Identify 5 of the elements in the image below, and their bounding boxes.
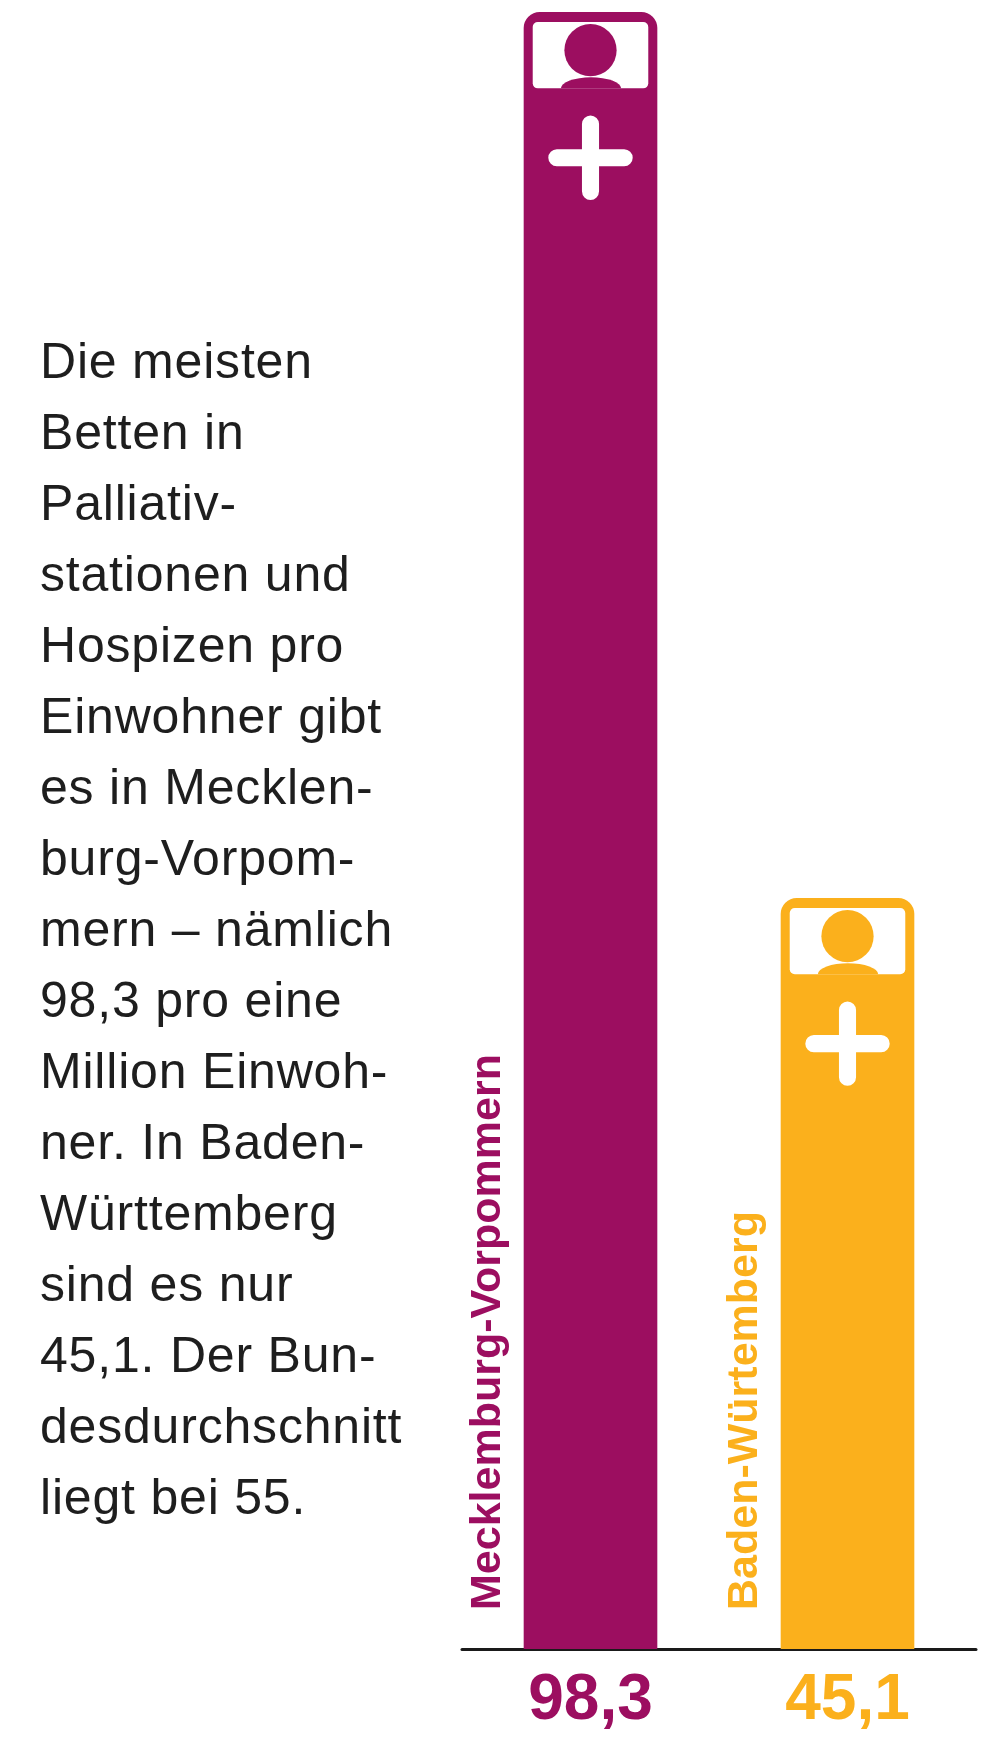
x-tick-label: Baden-Würtemberg xyxy=(717,1211,766,1610)
x-tick-label: Mecklemburg-Vorpommern xyxy=(460,1054,509,1610)
data-label: 98,3 xyxy=(528,1661,653,1733)
text: Die meisten Betten in Palliativ- stationen und Hospizen pro Einwohner gibt es in Mecklen- burg-Vorpom- mern – nämlich 98,3 pro eine Million Einwoh- ner. In Baden- Württemberg sind es nur 45,1. Der Bun- desdurchschnitt liegt bei 55. xyxy=(40,333,403,1525)
data-label: 45,1 xyxy=(785,1661,910,1733)
